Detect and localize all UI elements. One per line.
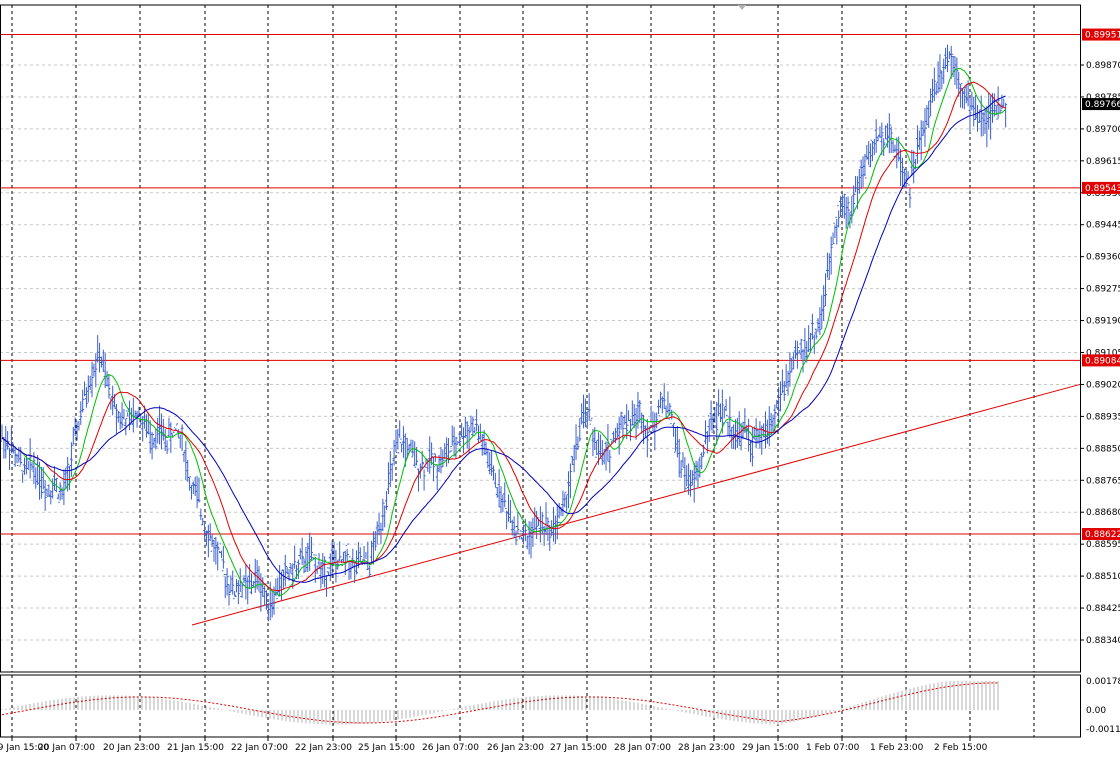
x-tick-label: 21 Jan 15:00 bbox=[167, 743, 224, 753]
y-tick-label: 0.89360 bbox=[1086, 253, 1120, 263]
ma-line-0 bbox=[1, 67, 1006, 597]
osc-panel-border bbox=[0, 674, 1081, 738]
level-label: 0.89543 bbox=[1085, 184, 1120, 194]
x-tick-label: 22 Jan 23:00 bbox=[295, 743, 352, 753]
y-tick-label: 0.89190 bbox=[1086, 317, 1120, 327]
oscillator-panel bbox=[1, 681, 999, 725]
y-tick-label: 0.89870 bbox=[1086, 61, 1120, 71]
level-label: 0.89951 bbox=[1085, 31, 1120, 41]
x-tick-label: 26 Jan 07:00 bbox=[422, 743, 479, 753]
y-tick-label: 0.89785 bbox=[1086, 93, 1120, 103]
x-tick-label: 2 Feb 15:00 bbox=[934, 743, 988, 753]
level-label-bg bbox=[1082, 28, 1120, 41]
level-label-bg bbox=[1082, 528, 1120, 541]
trendline-line bbox=[191, 383, 1081, 626]
osc-tick-label: 0.00 bbox=[1086, 706, 1106, 716]
x-tick-label: 25 Jan 15:00 bbox=[358, 743, 415, 753]
osc-signal bbox=[1, 682, 999, 724]
y-tick-label: 0.88680 bbox=[1086, 508, 1120, 518]
moving-averages bbox=[1, 67, 1006, 597]
y-tick-label: 0.88765 bbox=[1086, 476, 1120, 486]
ma-line-1 bbox=[1, 81, 1006, 592]
main-grid bbox=[0, 64, 1080, 641]
x-tick-label: 29 Jan 15:00 bbox=[742, 743, 799, 753]
shift-marker-icon[interactable] bbox=[738, 5, 746, 10]
x-tick-label: 1 Feb 07:00 bbox=[806, 743, 860, 753]
y-tick-label: 0.88340 bbox=[1086, 636, 1120, 646]
y-tick-label: 0.88510 bbox=[1086, 572, 1120, 582]
current-price-bg bbox=[1082, 98, 1120, 111]
osc-tick-label: 0.00178 bbox=[1086, 677, 1120, 687]
osc-tick-label: -0.00117 bbox=[1086, 725, 1120, 735]
level-label-bg bbox=[1082, 354, 1120, 367]
x-tick-label: 19 Jan 15:00 bbox=[0, 743, 49, 753]
x-tick-label: 26 Jan 23:00 bbox=[487, 743, 544, 753]
y-tick-label: 0.89615 bbox=[1086, 157, 1120, 167]
level-label-bg bbox=[1082, 181, 1120, 194]
ma-line-2 bbox=[1, 95, 1006, 583]
y-tick-label: 0.89020 bbox=[1086, 380, 1120, 390]
chart-frame bbox=[0, 4, 1081, 738]
x-tick-label: 20 Jan 23:00 bbox=[103, 743, 160, 753]
x-tick-label: 1 Feb 23:00 bbox=[870, 743, 924, 753]
y-tick-label: 0.89700 bbox=[1086, 125, 1120, 135]
y-tick-label: 0.89275 bbox=[1086, 285, 1120, 295]
main-panel-border bbox=[0, 4, 1081, 673]
x-tick-label: 22 Jan 07:00 bbox=[231, 743, 288, 753]
y-tick-label: 0.89105 bbox=[1086, 349, 1120, 359]
level-label: 0.89084 bbox=[1085, 356, 1120, 366]
y-tick-label: 0.88935 bbox=[1086, 412, 1120, 422]
price-axis: 0.898700.897850.897000.896150.895300.894… bbox=[1080, 28, 1120, 735]
x-tick-label: 28 Jan 07:00 bbox=[614, 743, 671, 753]
y-tick-label: 0.88595 bbox=[1086, 540, 1120, 550]
y-tick-label: 0.88425 bbox=[1086, 604, 1120, 614]
y-tick-label: 0.89445 bbox=[1086, 221, 1120, 231]
current-price-label: 0.89766 bbox=[1085, 100, 1120, 110]
x-tick-label: 28 Jan 23:00 bbox=[678, 743, 735, 753]
x-tick-label: 27 Jan 15:00 bbox=[550, 743, 607, 753]
level-label: 0.88622 bbox=[1085, 530, 1120, 540]
y-tick-label: 0.88850 bbox=[1086, 444, 1120, 454]
trendline bbox=[191, 383, 1081, 626]
x-tick-label: 20 Jan 07:00 bbox=[38, 743, 95, 753]
